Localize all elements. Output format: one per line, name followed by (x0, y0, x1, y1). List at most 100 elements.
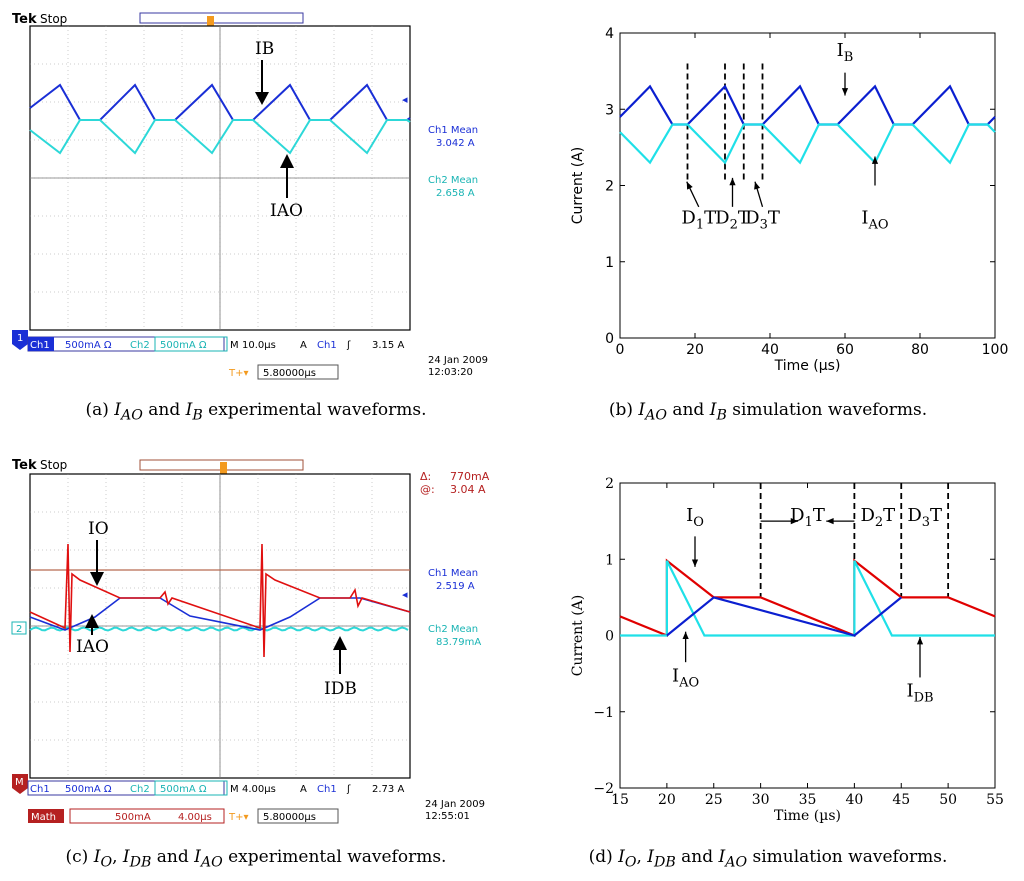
caption-d: (d) IO, IDB and IAO simulation waveforms… (588, 847, 948, 871)
scope-a-status-ch1-tag (28, 337, 54, 351)
y-tick-label: 4 (605, 26, 614, 42)
annotation-arrowhead (841, 88, 849, 96)
scope-c-trigger-pos (220, 462, 227, 474)
scope-a-ch2-mean-value: 2.658 A (436, 188, 475, 199)
scope-a-run-state: Stop (40, 12, 67, 26)
annotation: D1T (681, 208, 716, 233)
scope-a-status-trig-ch: Ch1 (317, 340, 337, 351)
scope-c-iao-label: IAO (76, 637, 109, 657)
scope-c-status-trig-sym: ʃ (346, 784, 351, 795)
y-tick-label: 1 (605, 552, 614, 568)
scope-a-status-ch2-scale: 500mA Ω (160, 340, 207, 351)
x-tick-label: 50 (939, 792, 957, 808)
annotation: D3T (745, 208, 780, 233)
scope-a-brand: Tek (12, 12, 37, 27)
scope-c-math-trace (29, 543, 411, 658)
scope-a: Tek Stop T ◂ Ch1 Mean 3.042 A Ch2 Mean 2… (12, 12, 488, 380)
scope-a-status-ch1: Ch1 (30, 340, 50, 351)
scope-c-cursor-at-value: 3.04 A (450, 483, 486, 496)
series-iao (666, 596, 902, 637)
x-tick-label: 40 (845, 792, 863, 808)
annotation-arrowhead (729, 177, 736, 186)
scope-c-status-math-tag (28, 809, 64, 823)
scope-c-cursor-delta-label: Δ: (420, 470, 431, 483)
x-axis-label: Time (µs) (774, 808, 841, 824)
annotation-arrowhead (754, 181, 761, 190)
annotation: IO (686, 505, 704, 530)
scope-c-status-ch1: Ch1 (30, 784, 50, 795)
scope-c-status-trig-level: 2.73 A (372, 784, 404, 795)
annotation-arrowhead (826, 518, 834, 525)
caption-b: (b) IAO and IB simulation waveforms. (608, 400, 928, 424)
scope-c-status-ch2-box (154, 780, 228, 796)
scope-c-ch2-marker (11, 621, 27, 635)
scope-a-status-date: 24 Jan 2009 (428, 355, 488, 366)
scope-c-ch2-mean-label: Ch2 Mean (428, 624, 478, 635)
x-axis-label: Time (µs) (774, 358, 841, 374)
scope-c: Tek Stop T Δ: 770mA @: 3.04 A ◂ Ch1 Mean… (11, 458, 490, 824)
y-tick-label: 0 (605, 331, 614, 347)
scope-a-status-timebase: 10.0µs (242, 340, 276, 351)
scope-c-math-marker-text: M (15, 777, 24, 788)
y-tick-label: 2 (605, 476, 614, 492)
annotation: D3T (907, 505, 942, 530)
annotation: D2T (715, 208, 750, 233)
series-idb (620, 560, 995, 637)
scope-a-status-trig-sym: ʃ (346, 340, 351, 351)
scope-c-status-ch1-scale: 500mA Ω (65, 784, 112, 795)
annotation-arrowhead (691, 559, 699, 567)
scope-a-status-time: 12:03:20 (428, 367, 473, 378)
scope-c-ch2-marker-text: 2 (16, 624, 22, 635)
scope-c-math-marker (12, 774, 28, 794)
x-tick-label: 80 (911, 342, 929, 358)
scope-a-record-bar (139, 12, 304, 24)
x-tick-label: 0 (616, 342, 625, 358)
x-tick-label: 55 (986, 792, 1004, 808)
scope-a-status-ch2: Ch2 (130, 340, 150, 351)
scope-a-trigger-pos (207, 16, 214, 28)
x-tick-label: 25 (705, 792, 723, 808)
annotation-arrowhead (686, 181, 693, 190)
chart-b: 0 20 40 60 80 100 0 1 2 3 4 Time (µs) Current (A) IB D… (570, 26, 1009, 374)
annotation-arrowhead (682, 631, 689, 640)
x-tick-label: 20 (686, 342, 704, 358)
scope-a-iao-label: IAO (270, 201, 303, 221)
scope-a-ib-label: IB (255, 39, 274, 59)
y-tick-label: −1 (593, 705, 614, 721)
scope-c-status-trig-ch: Ch1 (317, 784, 337, 795)
scope-a-ch1-mean-label: Ch1 Mean (428, 125, 478, 136)
scope-a-ch2-trace (29, 119, 411, 155)
scope-c-status-timebase: 4.00µs (242, 784, 276, 795)
x-tick-label: 40 (761, 342, 779, 358)
scope-c-status-math-time: 4.00µs (178, 812, 212, 823)
annotation-arrowhead (916, 637, 924, 645)
scope-c-status-ch1-box (27, 780, 225, 796)
scope-c-status-ch2: Ch2 (130, 784, 150, 795)
y-tick-label: −2 (593, 781, 614, 797)
annotation-arrowhead (790, 518, 799, 525)
scope-c-status-math-scale: 500mA (115, 812, 151, 823)
scope-c-status-delay-box (257, 808, 339, 824)
scope-c-status-ch2-scale: 500mA Ω (160, 784, 207, 795)
scope-a-status-trig-level: 3.15 A (372, 340, 404, 351)
scope-a-ib-arrowhead (255, 92, 269, 105)
scope-c-ch1-mean-label: Ch1 Mean (428, 568, 478, 579)
scope-a-grid (29, 25, 411, 331)
scope-a-status-delay-box (257, 364, 339, 380)
scope-a-iao-arrowhead (280, 154, 294, 168)
annotation: IAO (672, 665, 699, 690)
scope-a-status-delay: 5.80000µs (263, 368, 316, 379)
scope-c-idb-label: IDB (324, 679, 357, 699)
x-tick-label: 100 (982, 342, 1009, 358)
y-tick-label: 0 (605, 629, 614, 645)
scope-a-status-ch2-box (154, 336, 228, 352)
scope-c-status-m: M (230, 784, 239, 795)
scope-c-iao-arrowhead (85, 614, 99, 628)
x-tick-label: 60 (836, 342, 854, 358)
scope-a-ch1-mean-value: 3.042 A (436, 138, 475, 149)
scope-c-status-math: Math (31, 812, 56, 823)
scope-a-ch2-mean-label: Ch2 Mean (428, 175, 478, 186)
scope-a-status-m: M (230, 340, 239, 351)
y-axis-label: Current (A) (570, 147, 586, 225)
x-tick-label: 35 (799, 792, 817, 808)
